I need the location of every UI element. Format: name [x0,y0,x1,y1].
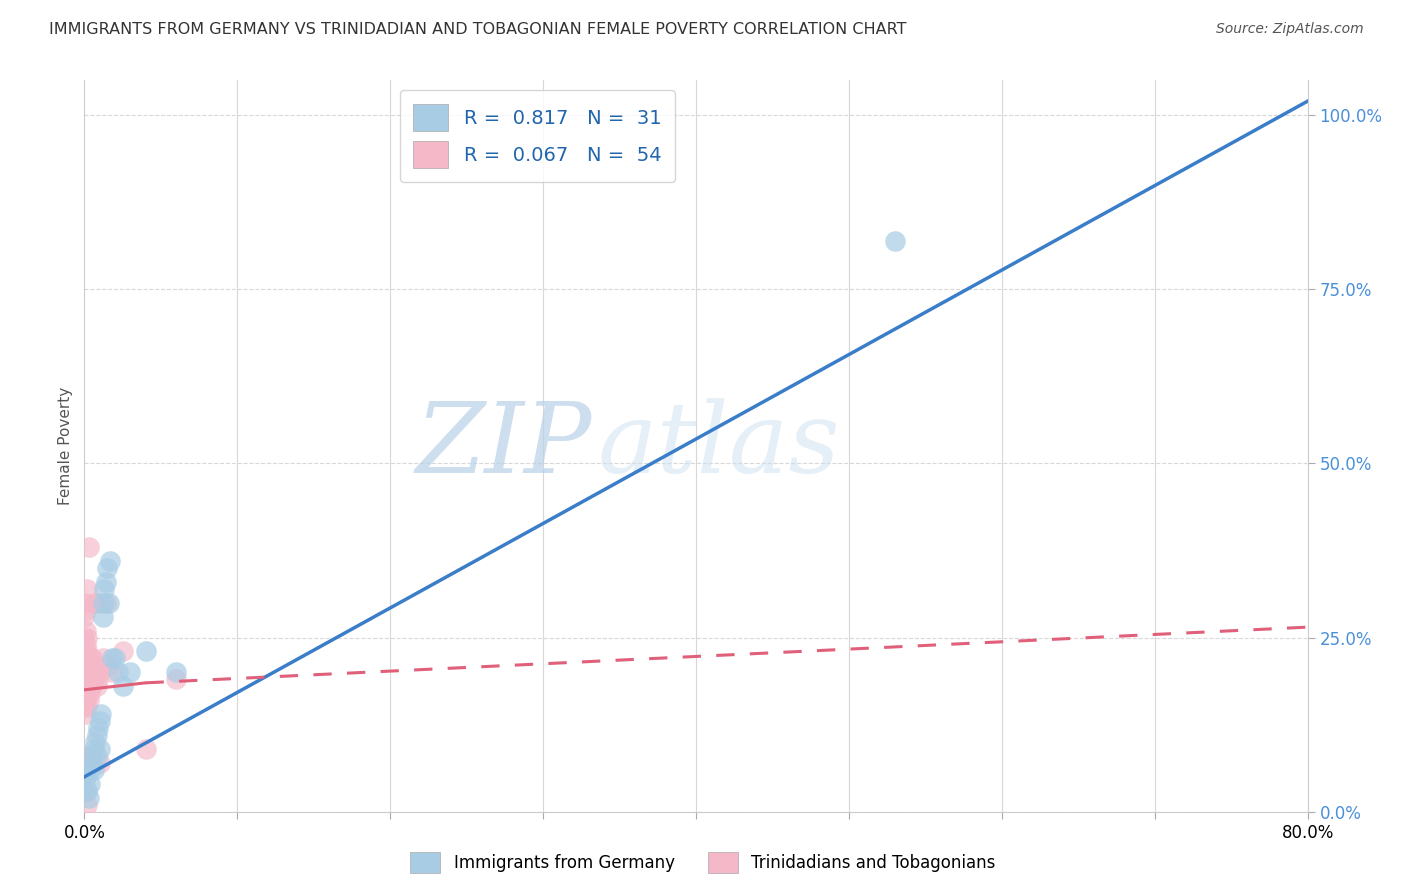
Point [101,651,124,665]
Point [83,658,105,673]
Point [80,679,103,693]
Point [76,700,98,714]
Point [76,673,98,687]
Point [89,714,111,728]
Point [96,561,118,575]
Point [77,790,100,805]
Point [120,665,142,680]
Point [80,651,103,665]
Point [77,679,100,693]
Point [86,728,108,742]
Point [91,609,114,624]
Point [77,540,100,554]
Text: IMMIGRANTS FROM GERMANY VS TRINIDADIAN AND TOBAGONIAN FEMALE POVERTY CORRELATION: IMMIGRANTS FROM GERMANY VS TRINIDADIAN A… [49,22,907,37]
Point [77,665,100,680]
Point [91,596,114,610]
Point [91,651,114,665]
Point [83,763,105,777]
Point [77,749,100,764]
Point [73,596,96,610]
Point [101,665,124,680]
Point [76,644,98,658]
Point [79,673,101,687]
Point [89,756,111,770]
Point [77,693,100,707]
Text: atlas: atlas [598,399,841,493]
Point [75,707,97,722]
Point [97,596,120,610]
Point [73,749,96,764]
Point [83,742,105,756]
Point [165,673,187,687]
Point [76,784,98,798]
Point [94,596,117,610]
Point [75,665,97,680]
Point [76,797,98,812]
Point [80,756,103,770]
Point [111,644,134,658]
Point [75,693,97,707]
Point [76,784,98,798]
Point [75,624,97,638]
Point [89,665,111,680]
Point [79,686,101,700]
Point [73,631,96,645]
Point [75,603,97,617]
Point [73,700,96,714]
Point [79,651,101,665]
Point [94,574,117,589]
Point [90,707,112,722]
Point [111,679,134,693]
Point [76,582,98,596]
Point [89,742,111,756]
Point [79,777,101,791]
Point [79,763,101,777]
Point [76,658,98,673]
Point [135,644,157,658]
Point [93,582,115,596]
Point [75,679,97,693]
Y-axis label: Female Poverty: Female Poverty [58,387,73,505]
Point [86,596,108,610]
Point [83,673,105,687]
Point [73,686,96,700]
Point [77,651,100,665]
Point [75,651,97,665]
Point [98,554,121,568]
Point [73,673,96,687]
Point [87,721,110,735]
Point [80,665,103,680]
Point [84,665,107,680]
Point [135,742,157,756]
Point [104,651,127,665]
Point [75,763,97,777]
Text: Source: ZipAtlas.com: Source: ZipAtlas.com [1216,22,1364,37]
Point [73,658,96,673]
Text: ZIP: ZIP [416,399,592,493]
Point [87,673,110,687]
Point [73,609,96,624]
Point [76,631,98,645]
Point [83,596,105,610]
Point [86,679,108,693]
Legend: R =  0.817   N =  31, R =  0.067   N =  54: R = 0.817 N = 31, R = 0.067 N = 54 [399,90,675,182]
Point [165,665,187,680]
Legend: Immigrants from Germany, Trinidadians and Tobagonians: Immigrants from Germany, Trinidadians an… [404,846,1002,880]
Point [75,638,97,652]
Point [107,665,129,680]
Point [97,658,120,673]
Point [80,749,103,764]
Point [75,770,97,784]
Point [84,735,107,749]
Point [883,234,905,248]
Point [86,749,108,764]
Point [76,686,98,700]
